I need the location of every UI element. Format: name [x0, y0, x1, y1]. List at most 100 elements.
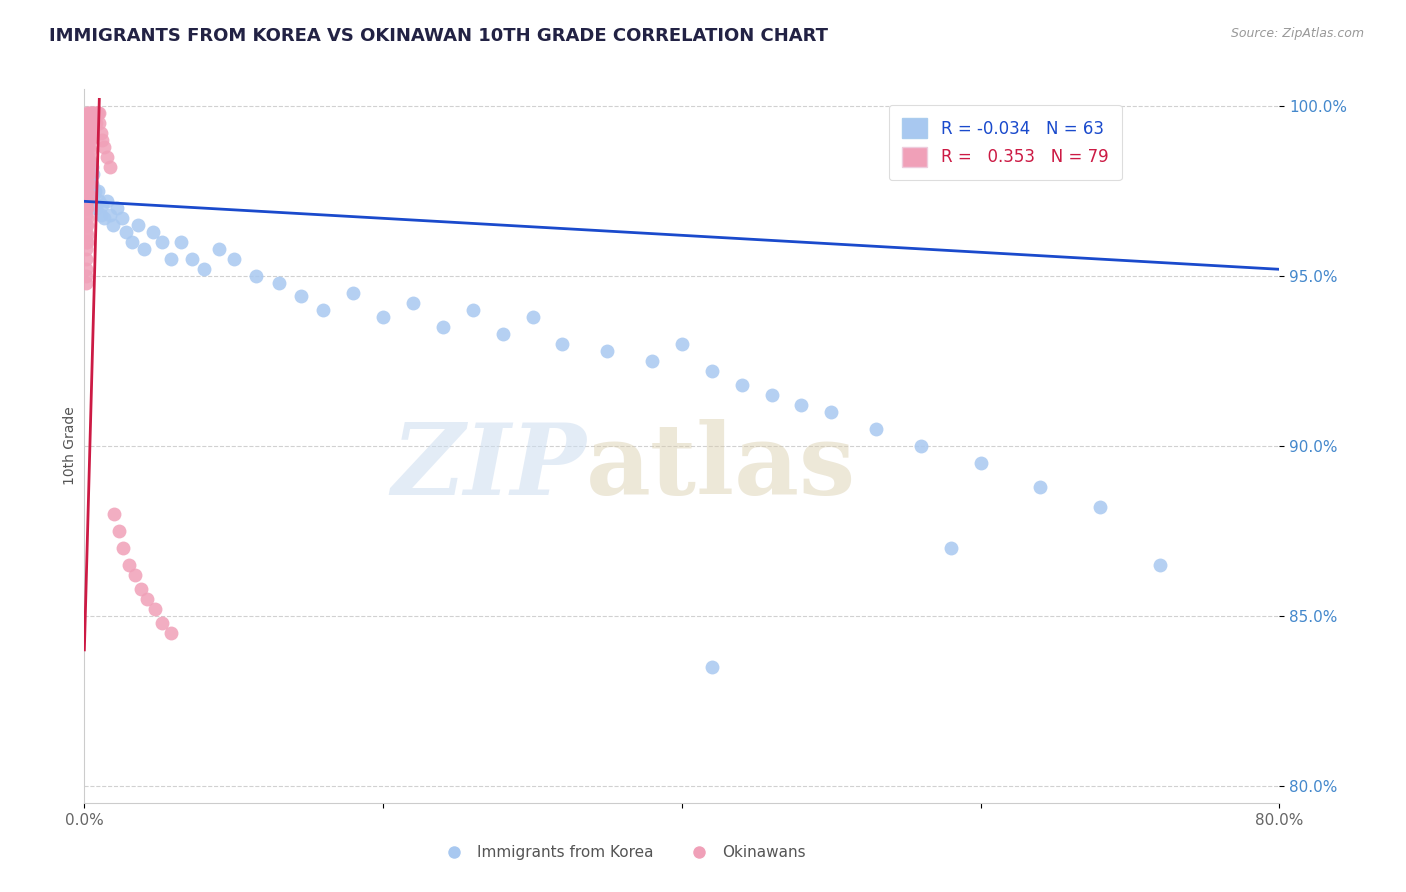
Point — [970, 456, 993, 470]
Point — [76, 161, 98, 175]
Point — [79, 127, 101, 141]
Point — [80, 161, 103, 175]
Point — [75, 133, 97, 147]
Point — [75, 133, 97, 147]
Point — [101, 218, 124, 232]
Point — [87, 184, 110, 198]
Point — [76, 123, 98, 137]
Point — [80, 106, 103, 120]
Point — [76, 174, 98, 188]
Point — [79, 184, 101, 198]
Point — [222, 252, 245, 266]
Y-axis label: 10th Grade: 10th Grade — [63, 407, 77, 485]
Point — [77, 112, 100, 127]
Point — [77, 133, 100, 147]
Point — [77, 161, 100, 175]
Point — [96, 194, 118, 209]
Point — [160, 626, 183, 640]
Point — [77, 187, 100, 202]
Point — [492, 326, 515, 341]
Point — [76, 106, 98, 120]
Point — [76, 140, 98, 154]
Point — [342, 286, 364, 301]
Point — [75, 262, 97, 277]
Point — [143, 602, 166, 616]
Point — [82, 106, 104, 120]
Point — [75, 150, 97, 164]
Point — [77, 150, 100, 164]
Point — [76, 211, 98, 226]
Point — [76, 112, 98, 127]
Point — [245, 269, 267, 284]
Point — [127, 218, 149, 232]
Point — [87, 106, 110, 120]
Point — [170, 235, 193, 249]
Point — [80, 116, 103, 130]
Point — [89, 106, 111, 120]
Point — [1149, 558, 1171, 572]
Point — [77, 140, 100, 154]
Point — [136, 591, 159, 606]
Point — [910, 439, 932, 453]
Point — [76, 133, 98, 147]
Point — [77, 167, 100, 181]
Point — [93, 211, 115, 226]
Point — [790, 398, 813, 412]
Point — [551, 337, 574, 351]
Point — [1029, 480, 1052, 494]
Point — [91, 198, 114, 212]
Point — [90, 127, 112, 141]
Point — [105, 201, 128, 215]
Point — [82, 116, 104, 130]
Legend: Immigrants from Korea, Okinawans: Immigrants from Korea, Okinawans — [433, 839, 811, 866]
Point — [1090, 500, 1112, 515]
Point — [76, 235, 98, 249]
Point — [96, 150, 118, 164]
Point — [75, 269, 97, 284]
Point — [80, 178, 103, 192]
Point — [118, 558, 141, 572]
Point — [75, 276, 97, 290]
Point — [75, 252, 97, 266]
Point — [181, 252, 204, 266]
Point — [700, 660, 723, 674]
Point — [75, 242, 97, 256]
Point — [761, 388, 783, 402]
Point — [75, 174, 97, 188]
Point — [82, 187, 104, 202]
Point — [142, 225, 165, 239]
Text: IMMIGRANTS FROM KOREA VS OKINAWAN 10TH GRADE CORRELATION CHART: IMMIGRANTS FROM KOREA VS OKINAWAN 10TH G… — [49, 27, 828, 45]
Text: Source: ZipAtlas.com: Source: ZipAtlas.com — [1230, 27, 1364, 40]
Point — [820, 405, 842, 419]
Point — [76, 150, 98, 164]
Point — [90, 208, 112, 222]
Text: ZIP: ZIP — [391, 419, 586, 516]
Point — [132, 242, 156, 256]
Point — [76, 140, 98, 154]
Point — [77, 153, 100, 168]
Point — [865, 422, 887, 436]
Point — [75, 167, 97, 181]
Point — [373, 310, 395, 324]
Point — [86, 201, 108, 215]
Point — [939, 541, 962, 555]
Point — [75, 140, 97, 154]
Point — [76, 228, 98, 243]
Point — [103, 507, 125, 521]
Point — [75, 123, 97, 137]
Point — [596, 343, 619, 358]
Point — [731, 377, 754, 392]
Point — [83, 184, 105, 198]
Point — [402, 296, 425, 310]
Point — [76, 184, 98, 198]
Point — [112, 541, 135, 555]
Point — [290, 289, 312, 303]
Point — [461, 303, 484, 318]
Point — [107, 524, 129, 538]
Point — [83, 106, 105, 120]
Point — [671, 337, 693, 351]
Point — [89, 194, 111, 209]
Point — [79, 153, 101, 168]
Point — [75, 194, 97, 209]
Point — [93, 140, 115, 154]
